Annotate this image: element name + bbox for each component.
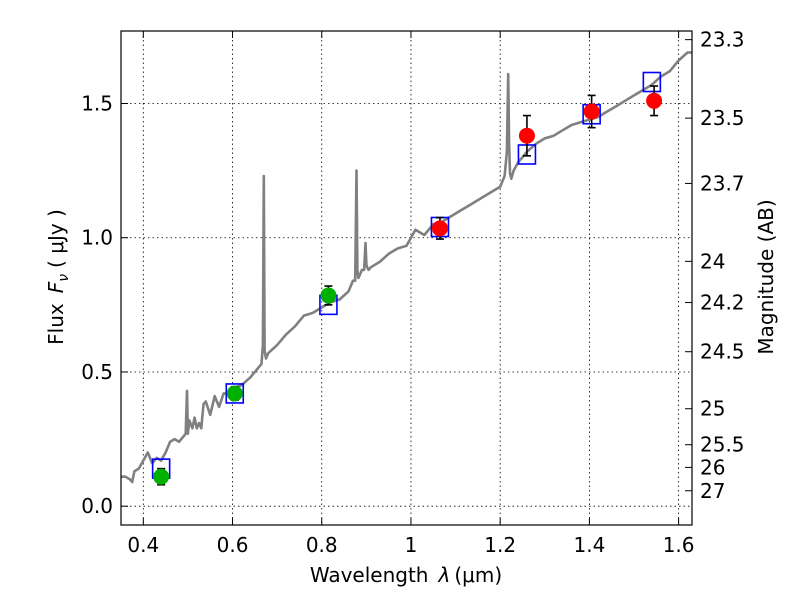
- mag-tick-label: 25.5: [700, 433, 745, 457]
- x-tick-label: 0.6: [217, 533, 249, 557]
- mag-tick-label: 25: [700, 397, 725, 421]
- nir-point: [431, 220, 448, 237]
- model-point-square: [225, 383, 245, 404]
- y-tick-label: 1.5: [81, 91, 113, 115]
- mag-tick-label: 24.2: [700, 291, 745, 315]
- optical-point: [153, 468, 170, 485]
- nir-point: [518, 127, 535, 144]
- x-tick-label: 1.6: [663, 533, 695, 557]
- x-tick-label: 0.4: [127, 533, 159, 557]
- mag-tick-label: 26: [700, 455, 725, 479]
- right-axis-label: Magnitude (AB): [754, 199, 778, 354]
- x-tick-label: 1: [405, 533, 418, 557]
- plot-data: [121, 51, 692, 486]
- x-tick-label: 0.8: [306, 533, 338, 557]
- mag-tick-label: 23.7: [700, 171, 745, 195]
- nir-point: [583, 103, 600, 120]
- x-axis-label: Wavelength λ (μm): [310, 563, 502, 587]
- mag-tick-label: 23.5: [700, 106, 745, 130]
- x-tick-label: 1.2: [484, 533, 516, 557]
- y-axis-label: FluxFν( μJy ): [44, 209, 72, 345]
- mag-tick-label: 24.5: [700, 340, 745, 364]
- optical-point: [226, 385, 243, 402]
- spectrum-line: [121, 51, 692, 484]
- nir-point: [646, 92, 663, 109]
- clipped-data: [121, 51, 692, 486]
- mag-tick-label: 23.3: [700, 28, 745, 52]
- model-point-square: [642, 71, 662, 93]
- y-tick-label: 0.5: [81, 360, 113, 384]
- optical-point: [320, 287, 337, 304]
- axis-ticks: 0.4 0.6 0.8 1 1.2 1.4 1.6 0.0 0.5 1.0 1.5 23.3 23.5 2…: [81, 28, 744, 557]
- y-tick-label: 0.0: [81, 494, 113, 518]
- mag-tick-label: 27: [700, 479, 725, 503]
- y-tick-label: 1.0: [81, 226, 113, 250]
- x-tick-label: 1.4: [573, 533, 605, 557]
- mag-tick-label: 24: [700, 249, 725, 273]
- plot-frame: [120, 30, 693, 526]
